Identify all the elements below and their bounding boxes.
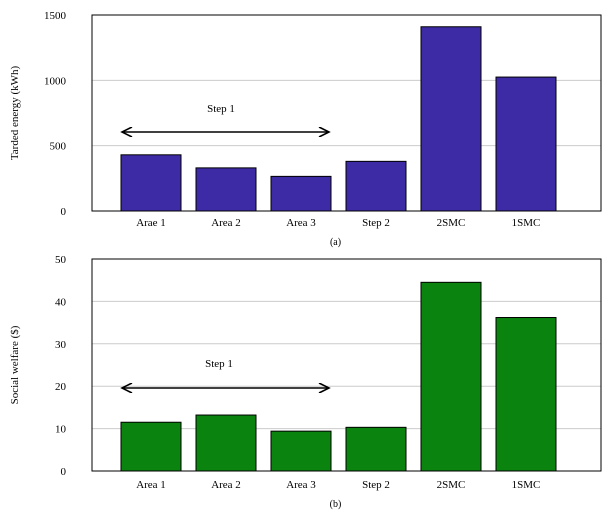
x-tick-label: Step 2 — [362, 479, 390, 491]
panel-label: (b) — [330, 499, 342, 510]
y-tick-label: 0 — [61, 466, 67, 478]
x-tick-label: 2SMC — [437, 479, 466, 491]
y-tick-label: 0 — [61, 206, 67, 218]
x-tick-label: 2SMC — [437, 217, 466, 229]
x-tick-label: Area 3 — [286, 217, 316, 229]
bar-a-6 — [495, 76, 557, 212]
y-tick-label: 10 — [55, 424, 67, 436]
y-axis-label: Social welfare ($) — [9, 325, 21, 404]
x-tick-label: Area 3 — [286, 479, 316, 491]
y-tick-label: 50 — [55, 254, 67, 266]
x-tick-label: Arae 1 — [136, 217, 166, 229]
plot-frame — [91, 14, 602, 212]
x-tick-label: Area 2 — [211, 479, 241, 491]
x-tick-label: 1SMC — [512, 479, 541, 491]
y-tick-label: 20 — [55, 381, 67, 393]
step1-annotation: Step 1 — [207, 103, 235, 115]
x-tick-label: Area 2 — [211, 217, 241, 229]
panel-label: (a) — [330, 237, 341, 248]
plot-frame — [91, 258, 602, 472]
step1-annotation: Step 1 — [205, 358, 233, 370]
chart-panel-a: 0 500 1000 1500 Arae 1 Area 2 Area 3 Step 2 2SMC… — [9, 10, 602, 248]
y-tick-label: 40 — [55, 296, 67, 308]
bar-b-5 — [420, 281, 482, 472]
y-tick-label: 1500 — [44, 10, 67, 22]
y-tick-label: 30 — [55, 339, 67, 351]
y-tick-label: 1000 — [44, 75, 67, 87]
chart-panel-b: 0 10 20 30 40 50 Area 1 Area 2 Area 3 Step 2 2SMC 1… — [9, 254, 602, 510]
bar-b-2 — [195, 414, 257, 472]
x-tick-label: Step 2 — [362, 217, 390, 229]
y-axis-label: Tarded energy (kWh) — [9, 66, 21, 161]
bar-a-3 — [270, 175, 332, 212]
bar-b-4 — [345, 426, 407, 472]
bar-a-5 — [420, 26, 482, 212]
bar-b-1 — [120, 421, 182, 472]
x-tick-label: Area 1 — [136, 479, 166, 491]
x-tick-label: 1SMC — [512, 217, 541, 229]
y-tick-label: 500 — [50, 141, 67, 153]
bar-a-2 — [195, 167, 257, 212]
bar-a-1 — [120, 154, 182, 212]
bar-b-6 — [495, 317, 557, 472]
bar-b-3 — [270, 430, 332, 472]
bar-a-4 — [345, 160, 407, 212]
